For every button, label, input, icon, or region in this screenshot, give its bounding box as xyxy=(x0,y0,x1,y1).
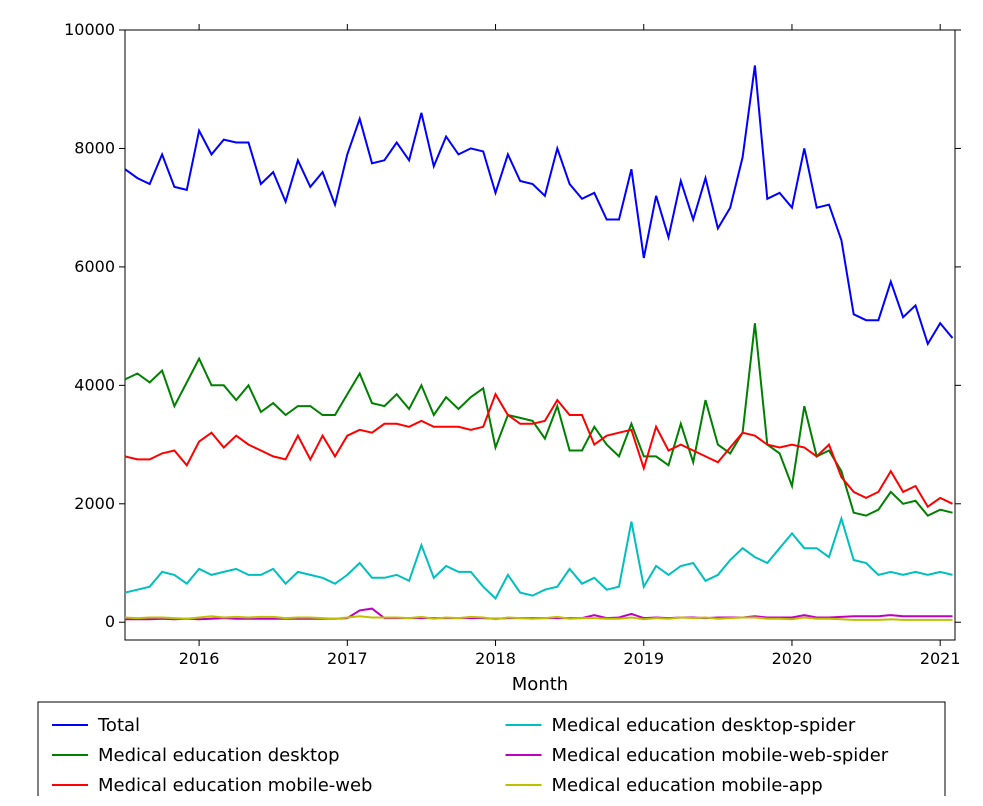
series-line xyxy=(125,519,953,599)
y-tick-label: 2000 xyxy=(74,494,115,513)
x-tick-label: 2019 xyxy=(623,649,664,668)
y-tick-label: 4000 xyxy=(74,375,115,394)
x-tick-label: 2016 xyxy=(179,649,220,668)
x-axis-label: Month xyxy=(512,674,568,695)
legend-label: Medical education mobile-web-spider xyxy=(552,745,889,766)
y-tick-label: 8000 xyxy=(74,138,115,157)
y-tick-label: 6000 xyxy=(74,257,115,276)
plot-frame xyxy=(125,30,955,640)
legend-label: Medical education mobile-app xyxy=(552,775,823,796)
legend-label: Medical education desktop-spider xyxy=(552,715,856,736)
legend-label: Total xyxy=(97,715,140,736)
series-line xyxy=(125,66,953,344)
chart-container: 0 2000 4000 6000 8000 10000 2016 2017 2018 2019 20… xyxy=(10,10,973,796)
y-tick-label: 10000 xyxy=(64,20,115,39)
legend-label: Medical education desktop xyxy=(98,745,340,766)
y-tick-label: 0 xyxy=(105,612,115,631)
x-tick-label: 2017 xyxy=(327,649,368,668)
line-chart: 0 2000 4000 6000 8000 10000 2016 2017 2018 2019 20… xyxy=(10,10,973,796)
x-tick-label: 2018 xyxy=(475,649,516,668)
x-tick-label: 2020 xyxy=(772,649,813,668)
legend-label: Medical education mobile-web xyxy=(98,775,372,796)
x-tick-label: 2021 xyxy=(920,649,961,668)
series-line xyxy=(125,323,953,515)
